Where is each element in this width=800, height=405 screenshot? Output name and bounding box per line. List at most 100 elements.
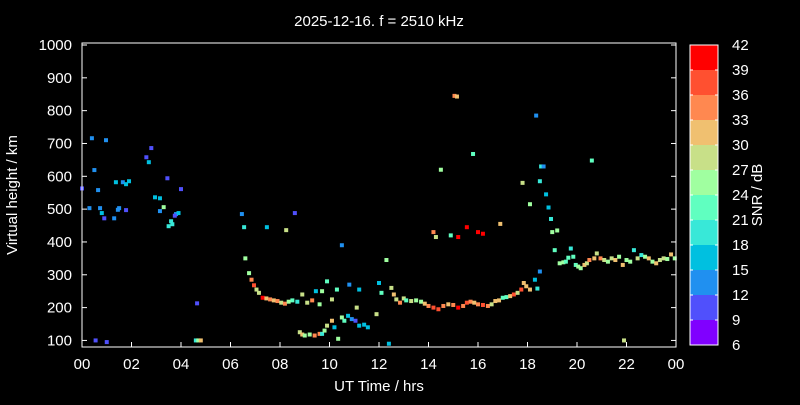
data-point (414, 298, 419, 303)
colorbar-tick-label: 42 (732, 37, 749, 54)
data-point (310, 298, 315, 303)
data-point (426, 303, 431, 308)
data-point (300, 292, 305, 297)
data-point (347, 282, 352, 287)
data-point (485, 303, 490, 308)
data-point (398, 300, 403, 305)
colorbar-segment (690, 170, 718, 195)
data-point (379, 290, 384, 295)
colorbar-segment (690, 45, 718, 70)
data-point (497, 298, 502, 303)
data-point (124, 208, 129, 213)
data-point (256, 290, 261, 295)
data-point (433, 235, 438, 240)
data-point (96, 188, 101, 193)
y-tick-label: 600 (47, 168, 72, 185)
data-point (99, 211, 104, 216)
colorbar-segment (690, 295, 718, 320)
data-point (336, 336, 341, 341)
y-tick-label: 900 (47, 70, 72, 87)
colorbar-tick-label: 9 (732, 312, 740, 329)
data-point (334, 287, 339, 292)
data-point (654, 261, 659, 266)
data-point (544, 192, 549, 197)
data-point (546, 205, 551, 210)
x-tick-label: 04 (173, 356, 190, 373)
data-point (438, 167, 443, 172)
data-point (346, 313, 351, 318)
data-point (275, 299, 280, 304)
data-point (339, 315, 344, 320)
axes: 00 02 04 06 08 10 12 14 16 18 20 22 0010020030040050… (39, 37, 685, 373)
data-point (552, 248, 557, 253)
data-point (571, 254, 576, 259)
x-axis-label: UT Time / hrs (334, 378, 424, 395)
data-point (672, 256, 677, 261)
colorbar-tick-label: 33 (732, 112, 749, 129)
data-point (354, 305, 359, 310)
data-point (446, 302, 451, 307)
data-point (113, 180, 118, 185)
data-point (195, 301, 200, 306)
colorbar-tick-label: 30 (732, 137, 749, 154)
x-tick-label: 22 (618, 356, 635, 373)
data-point (566, 255, 571, 260)
data-point (342, 318, 347, 323)
data-point (480, 302, 485, 307)
data-point (92, 168, 97, 173)
data-point (456, 305, 461, 310)
data-point (362, 322, 367, 327)
y-tick-label: 800 (47, 103, 72, 120)
colorbar-segment (690, 245, 718, 270)
y-tick-label: 500 (47, 201, 72, 218)
data-point (102, 216, 107, 221)
data-point (535, 286, 540, 291)
data-point (584, 261, 589, 266)
data-point (537, 269, 542, 274)
data-point (661, 256, 666, 261)
data-point (112, 216, 117, 221)
data-point (305, 300, 310, 305)
data-point (389, 285, 394, 290)
data-point (339, 243, 344, 248)
data-point (537, 179, 542, 184)
y-tick-label: 400 (47, 234, 72, 251)
data-point (320, 331, 325, 336)
x-tick-label: 18 (519, 356, 536, 373)
data-point (264, 296, 269, 301)
data-point (520, 180, 525, 185)
data-point (329, 318, 334, 323)
data-point (594, 251, 599, 256)
y-tick-label: 700 (47, 135, 72, 152)
data-point (613, 258, 618, 263)
x-tick-label: 00 (74, 356, 91, 373)
data-point (254, 287, 259, 292)
data-point (448, 233, 453, 238)
data-point (472, 300, 477, 305)
x-tick-label: 14 (420, 356, 437, 373)
data-point (322, 328, 327, 333)
data-point (290, 298, 295, 303)
colorbar-tick-label: 27 (732, 162, 749, 179)
data-point (292, 211, 297, 216)
data-point (144, 155, 149, 160)
data-point (98, 206, 103, 211)
data-point (329, 297, 334, 302)
colorbar-segment (690, 145, 718, 170)
colorbar-segment (690, 195, 718, 220)
data-point (124, 182, 129, 187)
data-point (431, 230, 436, 235)
data-point (422, 301, 427, 306)
data-point (284, 228, 289, 233)
data-point (521, 280, 526, 285)
data-point (639, 253, 644, 258)
data-point (657, 258, 662, 263)
data-point (386, 341, 391, 346)
scatter-points (80, 93, 677, 346)
data-point (317, 302, 322, 307)
data-point (431, 305, 436, 310)
data-point (541, 164, 546, 169)
data-point (643, 254, 648, 259)
data-point (357, 287, 362, 292)
